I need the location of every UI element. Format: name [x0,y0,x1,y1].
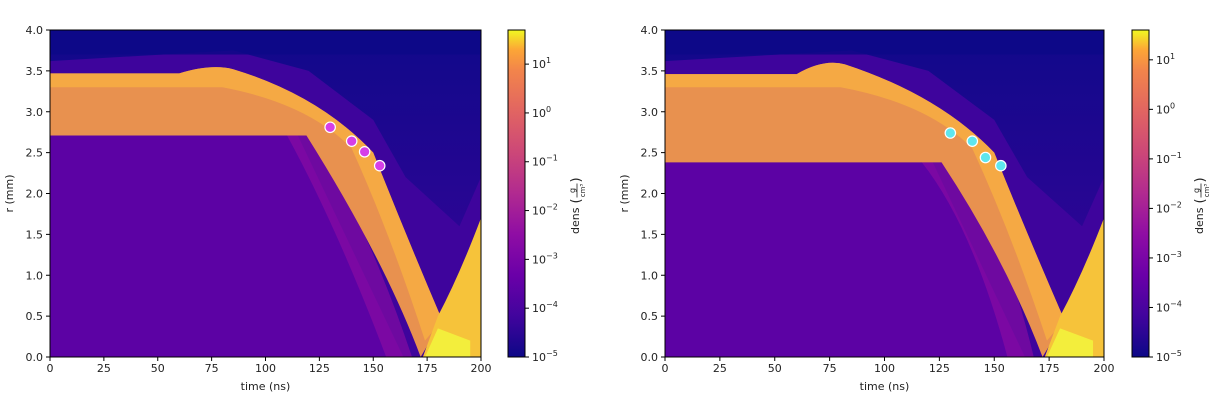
x-tick-label: 0 [47,362,54,375]
colorbar-tick-label: 10−5 [1156,349,1182,364]
colorbar-tick-label: 10−2 [1156,200,1182,215]
colorbar [1131,29,1150,358]
marker-point [345,135,358,147]
x-tick-label: 100 [874,362,895,375]
x-axis-label: time (ns) [241,380,291,393]
stagnation-core [1046,328,1094,357]
paren-right: ) [1193,177,1208,182]
y-tick-label: 4.0 [641,24,659,37]
colorbar-tick-label: 10−2 [532,203,558,218]
y-axis-label: r (mm) [3,174,16,212]
inner-fill-region [665,162,1025,357]
paren-right: ) [569,177,584,182]
colorbar-label-text: dens [569,207,582,234]
colorbar-tick-label: 100 [532,105,551,120]
x-tick-label: 0 [662,362,669,375]
marker-point [944,127,957,139]
precursor-band [287,135,413,357]
y-tick-label: 2.0 [641,188,659,201]
paren-left: ( [1193,198,1208,203]
colorbar-tick-label: 10−1 [1156,151,1182,166]
y-tick-label: 2.5 [641,147,659,160]
marker-point [966,135,979,147]
outer-low-density-region [50,30,481,227]
x-tick-label: 200 [1094,362,1115,375]
y-tick-label: 1.5 [26,228,44,241]
x-tick-label: 200 [471,362,492,375]
density-heatmap [665,30,1104,357]
colorbar-tick-label: 101 [532,56,551,71]
colorbar-tick-label: 101 [1156,52,1175,67]
y-tick-label: 3.5 [641,65,659,78]
unit-denominator: cm³ [579,184,587,198]
y-tick-label: 1.5 [641,228,659,241]
shell-leading-edge [665,62,1065,341]
x-tick-label: 150 [984,362,1005,375]
colorbar-tick-label: 10−4 [1156,299,1182,314]
x-tick-label: 125 [929,362,950,375]
y-tick-label: 1.0 [26,269,44,282]
colorbar-tick-label: 10−1 [532,154,558,169]
shell-leading-edge [50,67,443,341]
y-tick-label: 0.5 [26,310,44,323]
y-tick-label: 2.5 [26,147,44,160]
unit-numerator: g [1192,188,1201,193]
stagnation-core [424,328,471,357]
y-tick-label: 0.0 [641,351,659,364]
marker-point [373,159,386,172]
x-tick-label: 175 [417,362,438,375]
y-tick-label: 4.0 [26,24,44,37]
marker-point [995,159,1007,172]
stagnation-rebound [422,218,481,357]
y-tick-label: 1.0 [641,269,659,282]
marker-point [358,146,371,158]
x-axis-label: time (ns) [860,380,910,393]
y-tick-label: 0.0 [26,351,44,364]
y-tick-label: 3.0 [26,106,44,119]
x-tick-label: 125 [309,362,330,375]
colorbar-label-text: dens [1193,207,1206,234]
inner-fill-region [50,135,404,357]
density-heatmap [50,30,481,357]
vacuum-region [665,30,1104,55]
colorbar-tick-label: 10−4 [532,300,558,315]
x-tick-label: 75 [205,362,219,375]
x-tick-label: 75 [823,362,837,375]
colorbar-tick-label: 10−3 [532,251,558,266]
marker-point [324,121,336,134]
y-tick-label: 2.0 [26,188,44,201]
colorbar [507,29,526,358]
x-tick-label: 150 [363,362,384,375]
y-axis-label: r (mm) [618,174,631,212]
chart-panel-1: 0 25 50 75 100 125 150 175 200 0.0 0.5 1.0 1.5 2.0 2.5… [3,24,587,393]
colorbar-label: dens ( g cm³) [1192,177,1211,234]
colorbar-tick-label: 10−3 [1156,250,1182,265]
x-tick-label: 25 [713,362,727,375]
chart-panel-2: 0 25 50 75 100 125 150 175 200 0.0 0.5 1.0 1.5 2.0 2.5… [618,24,1211,393]
colorbar-tick-label: 10−5 [532,349,558,364]
unit-denominator: cm³ [1203,184,1211,198]
precursor-band [921,162,1034,357]
marker-point [979,151,992,164]
y-tick-label: 3.5 [26,65,44,78]
vacuum-region [50,30,481,55]
x-tick-label: 50 [151,362,165,375]
stagnation-rebound [1044,218,1104,357]
x-tick-label: 175 [1039,362,1060,375]
unit-numerator: g [568,188,577,193]
x-tick-label: 25 [97,362,111,375]
colorbar-tick-label: 100 [1156,101,1175,116]
x-tick-label: 100 [255,362,276,375]
y-tick-label: 3.0 [641,106,659,119]
outer-low-density-region [665,30,1104,227]
colorbar-label: dens ( g cm³) [568,177,587,234]
x-tick-label: 50 [768,362,782,375]
y-tick-label: 0.5 [641,310,659,323]
paren-left: ( [569,198,584,203]
